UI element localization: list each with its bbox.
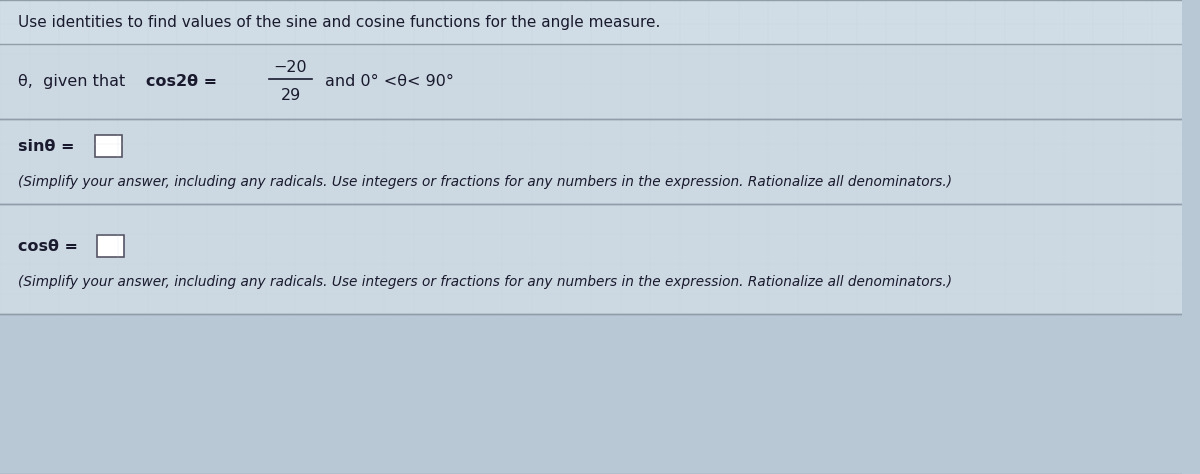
Text: (Simplify your answer, including any radicals. Use integers or fractions for any: (Simplify your answer, including any rad… (18, 175, 952, 189)
Text: cosθ =: cosθ = (18, 238, 78, 254)
Bar (0, 0, 1182, 44)
Bar (0, 44, 1182, 119)
Text: θ,  given that: θ, given that (18, 73, 130, 89)
Text: cos2θ =: cos2θ = (145, 73, 217, 89)
Bar (0, 204, 1182, 314)
Text: sinθ =: sinθ = (18, 138, 74, 154)
Bar (95, 135, 122, 157)
Text: and 0° <θ< 90°: and 0° <θ< 90° (325, 73, 454, 89)
Text: −20: −20 (274, 60, 307, 74)
Bar (0, 119, 1182, 204)
Text: 29: 29 (281, 88, 301, 102)
Text: (Simplify your answer, including any radicals. Use integers or fractions for any: (Simplify your answer, including any rad… (18, 275, 952, 289)
Bar (96, 235, 124, 257)
Text: Use identities to find values of the sine and cosine functions for the angle mea: Use identities to find values of the sin… (18, 15, 660, 29)
